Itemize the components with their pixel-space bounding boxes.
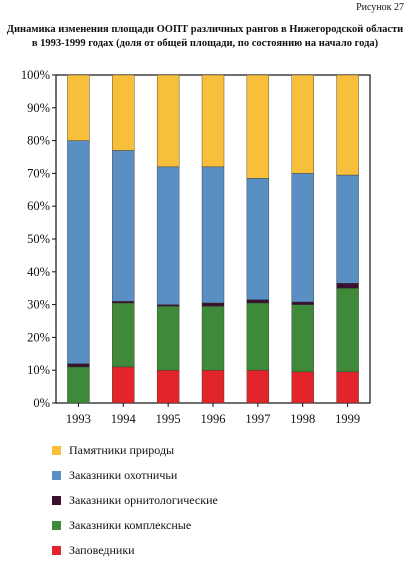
y-tick-label: 40% xyxy=(27,265,50,279)
chart-title-block: Динамика изменения площади ООПТ различны… xyxy=(0,23,410,51)
bar-segment xyxy=(336,371,359,404)
bar-segment xyxy=(336,283,359,289)
bar-segment xyxy=(112,366,135,404)
bar-segment xyxy=(156,304,180,307)
x-tick-label: 1997 xyxy=(245,412,270,426)
legend-swatch xyxy=(52,496,61,505)
legend-label: Заказники орнитологические xyxy=(69,493,218,507)
bar-segment xyxy=(156,74,180,168)
bar-segment xyxy=(201,306,225,371)
legend-label: Памятники природы xyxy=(69,443,175,457)
legend-swatch xyxy=(52,471,61,480)
bar-segment xyxy=(67,363,90,368)
stacked-bar-chart: 0% 10% 20% 30% 40% 50% 60% 70% 80% 90% 100% 1993 199… xyxy=(21,68,371,426)
bar-segment xyxy=(156,306,180,371)
bar-segment xyxy=(67,366,90,404)
y-tick-label: 60% xyxy=(27,199,50,213)
y-tick-label: 10% xyxy=(27,363,50,377)
bar-segment xyxy=(112,74,135,151)
chart-title: Динамика изменения площади ООПТ различны… xyxy=(6,24,404,35)
x-tick-label: 1994 xyxy=(111,412,137,426)
x-tick-label: 1996 xyxy=(201,412,226,426)
x-tick-label: 1995 xyxy=(156,412,181,426)
bar-segment xyxy=(246,370,270,404)
bar-segment xyxy=(246,178,270,300)
bar-segment xyxy=(336,288,359,373)
legend-swatch xyxy=(52,446,61,455)
figure-label: Рисунок 27 xyxy=(356,2,404,13)
bar-segment xyxy=(156,166,180,305)
bar-segment xyxy=(291,173,314,303)
bar-segment xyxy=(201,74,225,168)
y-tick-label: 30% xyxy=(27,298,50,312)
legend-label: Заказники комплексные xyxy=(69,518,192,532)
bar-segment xyxy=(201,370,225,404)
bar-segment xyxy=(336,74,359,176)
bar-segment xyxy=(67,140,90,364)
bar-segment xyxy=(201,166,225,304)
bar-segment xyxy=(246,299,270,304)
bar-segment xyxy=(112,301,135,304)
x-tick-label: 1993 xyxy=(66,412,91,426)
bar-segment xyxy=(67,74,90,141)
y-tick-label: 20% xyxy=(27,330,50,344)
bar-segment xyxy=(336,174,359,284)
y-tick-label: 100% xyxy=(21,68,50,82)
x-tick-label: 1998 xyxy=(290,412,315,426)
bar-segment xyxy=(112,150,135,302)
legend-swatch xyxy=(52,521,61,530)
bar-segment xyxy=(201,302,225,307)
bar-segment xyxy=(291,74,314,174)
bar-segment xyxy=(291,304,314,373)
x-tick-label: 1999 xyxy=(335,412,360,426)
bar-segment xyxy=(291,301,314,305)
legend-swatch xyxy=(52,546,61,555)
y-tick-label: 70% xyxy=(27,166,50,180)
y-tick-label: 0% xyxy=(33,396,50,410)
legend-label: Заповедники xyxy=(69,543,135,557)
y-tick-label: 90% xyxy=(27,101,50,115)
bar-segment xyxy=(246,74,270,179)
y-tick-label: 80% xyxy=(27,134,50,148)
bar-segment xyxy=(246,302,270,371)
bar-segment xyxy=(291,371,314,404)
legend-label: Заказники охотничьи xyxy=(69,468,178,482)
bar-segment xyxy=(112,302,135,368)
y-tick-label: 50% xyxy=(27,232,50,246)
bar-segment xyxy=(156,370,180,404)
chart-subtitle: в 1993-1999 годах (доля от общей площади… xyxy=(31,38,379,49)
